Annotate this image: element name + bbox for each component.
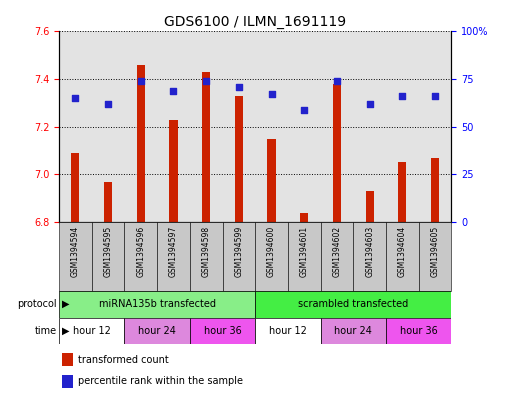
Bar	[333, 84, 341, 222]
Bar	[321, 222, 353, 291]
Bar	[223, 222, 255, 291]
Point	[398, 93, 406, 99]
Text: GSM1394598: GSM1394598	[202, 226, 211, 277]
Text: hour 36: hour 36	[400, 326, 438, 336]
Text: GSM1394601: GSM1394601	[300, 226, 309, 277]
Text: hour 24: hour 24	[334, 326, 372, 336]
Point	[136, 78, 145, 84]
Point	[366, 101, 374, 107]
Text: GSM1394603: GSM1394603	[365, 226, 374, 277]
Text: hour 12: hour 12	[269, 326, 307, 336]
Point	[169, 87, 177, 94]
Bar	[267, 139, 275, 222]
Bar	[353, 31, 386, 222]
Bar	[157, 222, 190, 291]
Bar	[419, 222, 451, 291]
Bar	[353, 222, 386, 291]
Bar	[157, 31, 190, 222]
Text: protocol: protocol	[17, 299, 56, 309]
Bar	[288, 222, 321, 291]
Bar	[321, 31, 353, 222]
Text: GSM1394595: GSM1394595	[104, 226, 112, 277]
Text: miRNA135b transfected: miRNA135b transfected	[98, 299, 215, 309]
Bar	[366, 191, 374, 222]
Bar	[190, 222, 223, 291]
Bar	[92, 31, 124, 222]
Text: GSM1394605: GSM1394605	[430, 226, 440, 277]
Bar	[288, 31, 321, 222]
Point	[431, 93, 439, 99]
Text: hour 12: hour 12	[73, 326, 111, 336]
Point	[104, 101, 112, 107]
Bar	[255, 318, 321, 344]
Bar	[223, 31, 255, 222]
Point	[333, 78, 341, 84]
Text: percentile rank within the sample: percentile rank within the sample	[78, 376, 243, 386]
Bar	[62, 375, 73, 388]
Bar	[124, 318, 190, 344]
Text: GSM1394599: GSM1394599	[234, 226, 243, 277]
Bar	[398, 162, 406, 222]
Bar	[255, 291, 451, 318]
Bar	[300, 213, 308, 222]
Text: ▶: ▶	[62, 326, 69, 336]
Title: GDS6100 / ILMN_1691119: GDS6100 / ILMN_1691119	[164, 15, 346, 29]
Bar	[59, 31, 92, 222]
Text: GSM1394594: GSM1394594	[71, 226, 80, 277]
Bar	[71, 153, 80, 222]
Bar	[124, 31, 157, 222]
Bar	[190, 318, 255, 344]
Text: hour 36: hour 36	[204, 326, 242, 336]
Point	[267, 91, 275, 97]
Bar	[59, 291, 255, 318]
Bar	[136, 65, 145, 222]
Bar	[235, 96, 243, 222]
Bar	[386, 31, 419, 222]
Bar	[321, 318, 386, 344]
Point	[202, 78, 210, 84]
Text: GSM1394602: GSM1394602	[332, 226, 342, 277]
Text: GSM1394604: GSM1394604	[398, 226, 407, 277]
Bar	[59, 222, 92, 291]
Text: scrambled transfected: scrambled transfected	[298, 299, 408, 309]
Text: GSM1394596: GSM1394596	[136, 226, 145, 277]
Text: hour 24: hour 24	[138, 326, 176, 336]
Bar	[104, 182, 112, 222]
Point	[71, 95, 80, 101]
Point	[300, 107, 308, 113]
Point	[235, 84, 243, 90]
Text: GSM1394600: GSM1394600	[267, 226, 276, 277]
Text: ▶: ▶	[62, 299, 69, 309]
Text: transformed count: transformed count	[78, 355, 169, 365]
Bar	[386, 222, 419, 291]
Bar	[419, 31, 451, 222]
Bar	[92, 222, 125, 291]
Bar	[62, 353, 73, 366]
Text: GSM1394597: GSM1394597	[169, 226, 178, 277]
Bar	[59, 318, 124, 344]
Bar	[169, 119, 177, 222]
Text: time: time	[34, 326, 56, 336]
Bar	[255, 31, 288, 222]
Bar	[124, 222, 157, 291]
Bar	[431, 158, 439, 222]
Bar	[255, 222, 288, 291]
Bar	[386, 318, 451, 344]
Bar	[190, 31, 223, 222]
Bar	[202, 72, 210, 222]
